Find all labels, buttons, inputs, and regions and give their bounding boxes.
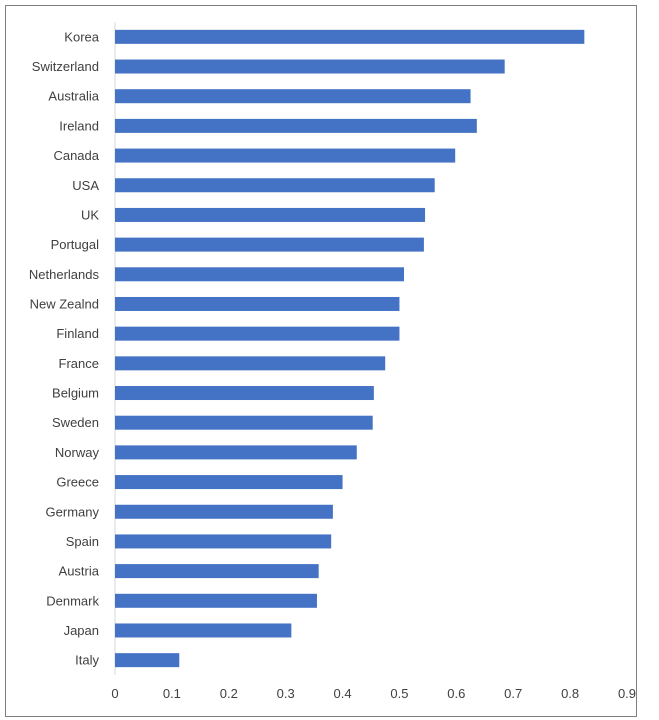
- category-label: New Zealnd: [30, 296, 99, 311]
- category-label: USA: [72, 178, 99, 193]
- x-tick-label: 0.8: [561, 686, 579, 701]
- category-label: Greece: [56, 475, 99, 490]
- bar-portugal: [115, 237, 424, 252]
- category-label: Denmark: [46, 593, 99, 608]
- bar-ireland: [115, 118, 477, 133]
- category-label: Australia: [48, 89, 99, 104]
- category-label: Korea: [64, 29, 99, 44]
- bar-sweden: [115, 415, 373, 430]
- bar-australia: [115, 89, 471, 104]
- bar-norway: [115, 445, 357, 460]
- bar-belgium: [115, 386, 374, 401]
- category-label: Sweden: [52, 415, 99, 430]
- bar-finland: [115, 326, 400, 341]
- category-label: Netherlands: [29, 267, 100, 282]
- bar-denmark: [115, 593, 317, 608]
- category-label: Ireland: [59, 118, 99, 133]
- category-label: Finland: [56, 326, 99, 341]
- category-label: France: [59, 356, 99, 371]
- x-tick-label: 0.1: [163, 686, 181, 701]
- bar-austria: [115, 564, 319, 579]
- bar-italy: [115, 653, 180, 668]
- category-label: Spain: [66, 534, 99, 549]
- bar-new-zealnd: [115, 296, 400, 311]
- bar-greece: [115, 475, 343, 490]
- bar-france: [115, 356, 386, 371]
- bar-spain: [115, 534, 332, 549]
- x-tick-label: 0.3: [277, 686, 295, 701]
- category-label: Italy: [75, 653, 99, 668]
- bar-usa: [115, 178, 435, 193]
- bar-switzerland: [115, 59, 505, 74]
- bar-germany: [115, 504, 333, 519]
- category-label: Germany: [46, 504, 100, 519]
- category-label: Switzerland: [32, 59, 99, 74]
- x-tick-label: 0.9: [618, 686, 636, 701]
- category-label: Norway: [55, 445, 100, 460]
- category-label: Japan: [64, 623, 99, 638]
- bar-canada: [115, 148, 456, 163]
- x-tick-label: 0.2: [220, 686, 238, 701]
- x-tick-label: 0: [111, 686, 118, 701]
- category-label: Canada: [53, 148, 99, 163]
- x-tick-label: 0.7: [504, 686, 522, 701]
- bar-japan: [115, 623, 292, 638]
- category-label: UK: [81, 207, 99, 222]
- bar-korea: [115, 29, 585, 44]
- category-label: Belgium: [52, 386, 99, 401]
- bar-netherlands: [115, 267, 404, 282]
- category-label: Austria: [59, 564, 100, 579]
- x-tick-label: 0.5: [390, 686, 408, 701]
- category-label: Portugal: [51, 237, 100, 252]
- bar-uk: [115, 207, 426, 222]
- x-tick-label: 0.6: [447, 686, 465, 701]
- x-tick-label: 0.4: [334, 686, 352, 701]
